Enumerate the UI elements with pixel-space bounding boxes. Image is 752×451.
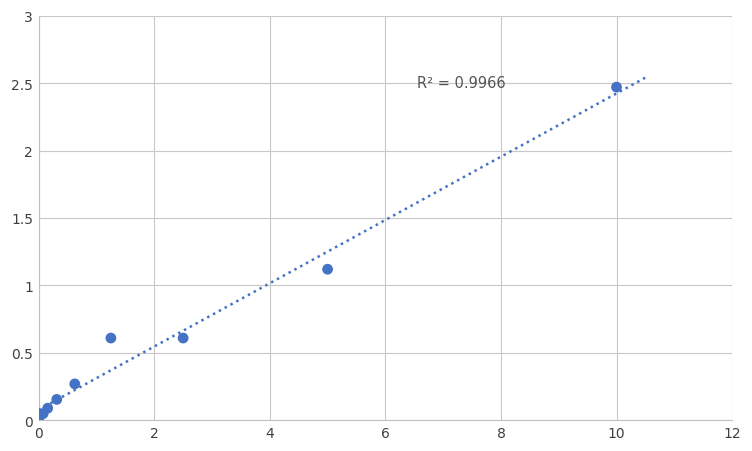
Point	[105, 335, 117, 342]
Text: R² = 0.9966: R² = 0.9966	[417, 76, 506, 91]
Point	[322, 266, 334, 273]
Point	[177, 335, 190, 342]
Point	[68, 381, 80, 388]
Point	[41, 405, 53, 412]
Point	[37, 410, 49, 417]
Point	[50, 396, 62, 403]
Point	[32, 417, 44, 424]
Point	[611, 84, 623, 92]
